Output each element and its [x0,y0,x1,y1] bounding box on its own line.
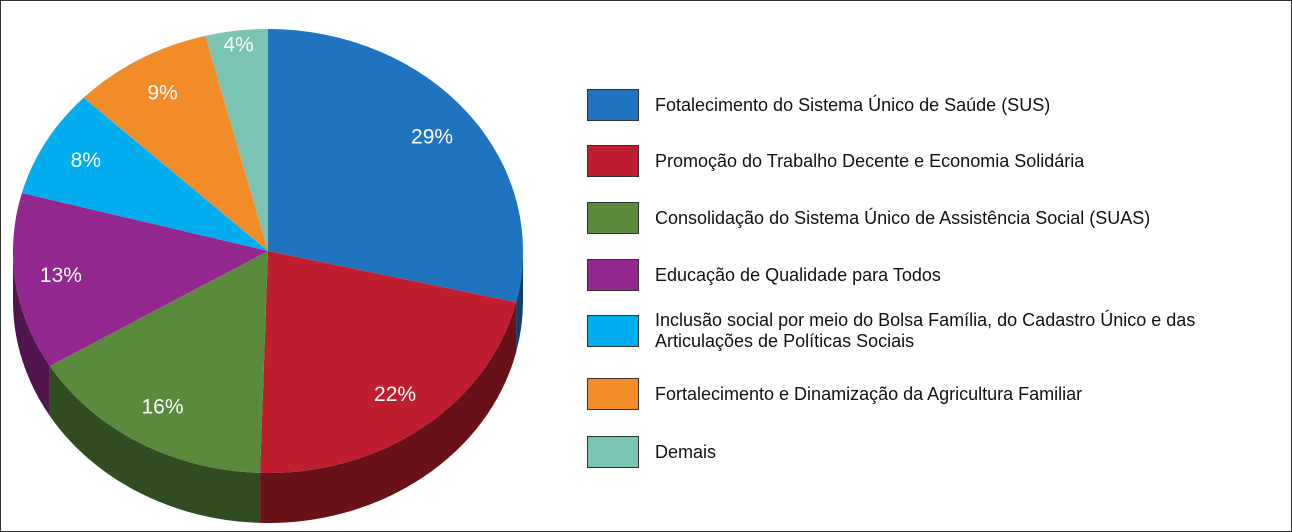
legend-label: Demais [655,441,717,462]
data-label: 16% [141,396,183,419]
data-label: 13% [40,264,82,287]
legend-swatch [587,89,639,121]
slice-side [49,365,261,523]
legend-swatch [587,315,639,347]
legend-item: Promoção do Trabalho Decente e Economia … [587,145,1235,177]
legend-item: Consolidação do Sistema Único de Assistê… [587,202,1235,234]
legend-item: Educação de Qualidade para Todos [587,259,1235,291]
legend-label: Consolidação do Sistema Único de Assistê… [655,207,1151,228]
legend-item: Inclusão social por meio do Bolsa Famíli… [587,310,1235,351]
data-label: 8% [71,149,101,172]
legend-swatch [587,259,639,291]
legend-label: Educação de Qualidade para Todos [655,264,941,285]
legend-swatch [587,202,639,234]
legend-label: Fotalecimento do Sistema Único de Saúde … [655,94,1051,115]
data-label: 4% [223,34,253,57]
slice [260,251,517,473]
legend-item: Demais [587,436,1235,468]
legend-item: Fotalecimento do Sistema Único de Saúde … [587,89,1235,121]
slice-side [516,251,523,353]
legend-item: Fortalecimento e Dinamização da Agricult… [587,378,1235,410]
slice [268,29,523,303]
legend-label: Inclusão social por meio do Bolsa Famíli… [655,310,1196,351]
slice-side [260,302,517,523]
data-label: 29% [411,126,453,149]
legend-label: Promoção do Trabalho Decente e Economia … [655,150,1085,171]
slice-side [13,251,50,416]
legend-swatch [587,145,639,177]
slice [21,97,269,252]
slice [12,192,268,366]
slice [49,251,269,473]
legend-swatch [587,436,639,468]
legend-swatch [587,378,639,410]
slice [83,35,269,251]
data-label: 9% [147,81,177,104]
slice [205,29,268,251]
legend-label: Fortalecimento e Dinamização da Agricult… [655,383,1083,404]
data-label: 22% [374,383,416,406]
